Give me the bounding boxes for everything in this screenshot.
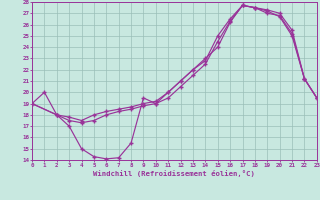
X-axis label: Windchill (Refroidissement éolien,°C): Windchill (Refroidissement éolien,°C) <box>93 170 255 177</box>
